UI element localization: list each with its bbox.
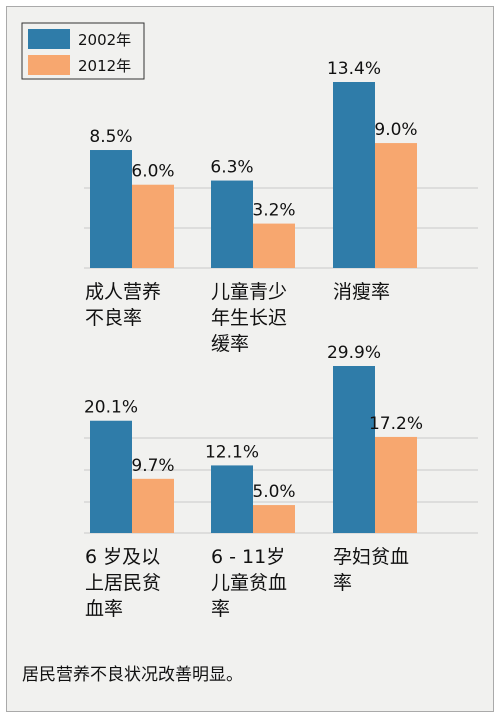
category-label-line: 缓率	[211, 333, 249, 355]
bar-2012	[375, 143, 417, 268]
category-label-line: 孕妇贫血	[333, 546, 409, 568]
chart-frame	[6, 6, 494, 712]
data-label-2002: 12.1%	[205, 442, 259, 462]
chart-legend: 2002年 2012年	[21, 22, 145, 80]
data-label-2012: 5.0%	[252, 482, 295, 502]
bar-2002	[211, 180, 253, 268]
data-label-2002: 8.5%	[89, 127, 132, 147]
category-label: 成人营养不良率	[85, 281, 161, 329]
category-label: 消瘦率	[333, 281, 390, 303]
category-label: 6 - 11岁儿童贫血率	[211, 546, 287, 620]
chart-panel-1: 8.5% 6.0% 成人营养不良率 6.3% 3.2% 儿童青少年生长迟缓率 13.4% 9.…	[84, 59, 478, 355]
category-label-line: 不良率	[85, 307, 142, 329]
category-label-line: 年生长迟	[211, 307, 287, 329]
category-label-line: 血率	[85, 598, 123, 620]
data-label-2002: 29.9%	[327, 343, 381, 363]
data-label-2002: 6.3%	[210, 158, 253, 178]
category-label-line: 儿童青少	[211, 281, 287, 303]
chart-panel-2: 20.1% 9.7% 6 岁及以上居民贫血率 12.1% 5.0% 6 - 11岁儿童贫血…	[84, 343, 478, 620]
category-label: 6 岁及以上居民贫血率	[85, 546, 161, 620]
bar-2012	[253, 505, 295, 533]
bar-2002	[211, 465, 253, 533]
bar-2002	[333, 82, 375, 268]
data-label-2012: 9.0%	[374, 120, 417, 140]
legend-swatch-2002	[28, 29, 70, 49]
data-label-2012: 3.2%	[252, 201, 295, 221]
chart-caption: 居民营养不良状况改善明显。	[22, 665, 243, 685]
data-label-2012: 17.2%	[369, 414, 423, 434]
category-label-line: 率	[211, 598, 230, 620]
category-label: 儿童青少年生长迟缓率	[211, 281, 287, 355]
bar-2012	[375, 436, 417, 533]
bar-2002	[333, 366, 375, 533]
bar-2012	[132, 184, 174, 268]
data-label-2002: 13.4%	[327, 59, 381, 79]
bar-2002	[90, 420, 132, 533]
bar-2012	[132, 478, 174, 533]
category-label-line: 成人营养	[85, 281, 161, 303]
category-label-line: 率	[333, 572, 352, 594]
category-label: 孕妇贫血率	[333, 546, 409, 594]
legend-label-2002: 2002年	[78, 31, 131, 49]
legend-swatch-2012	[28, 55, 70, 75]
category-label-line: 消瘦率	[333, 281, 390, 303]
category-label-line: 6 - 11岁	[211, 546, 285, 568]
data-label-2002: 20.1%	[84, 398, 138, 418]
bar-2012	[253, 223, 295, 268]
category-label-line: 儿童贫血	[211, 572, 287, 594]
category-label-line: 6 岁及以	[85, 546, 160, 568]
legend-box	[21, 22, 145, 80]
bar-2002	[90, 150, 132, 268]
data-label-2012: 9.7%	[131, 456, 174, 476]
legend-label-2012: 2012年	[78, 57, 131, 75]
data-label-2012: 6.0%	[131, 162, 174, 182]
category-label-line: 上居民贫	[85, 572, 161, 594]
